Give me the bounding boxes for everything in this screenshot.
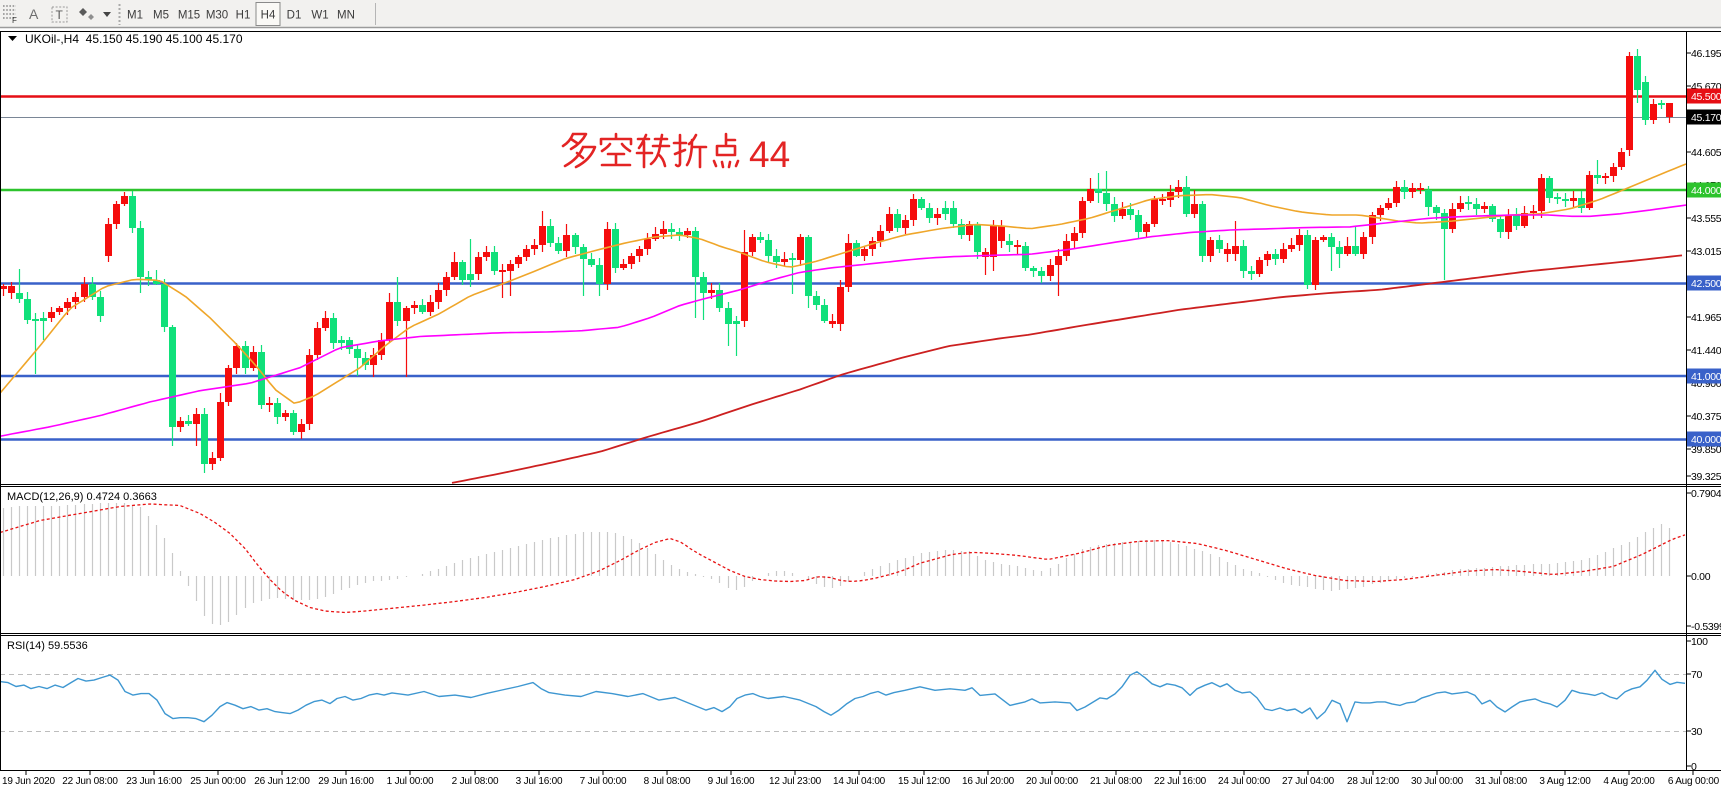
svg-text:3 Aug 12:00: 3 Aug 12:00 <box>1539 776 1591 787</box>
svg-text:D1: D1 <box>287 10 302 22</box>
svg-text:0.7904: 0.7904 <box>1691 488 1721 500</box>
svg-text:40.000: 40.000 <box>1691 434 1721 446</box>
svg-text:7 Jul 00:00: 7 Jul 00:00 <box>580 776 627 787</box>
svg-text:MACD(12,26,9) 0.4724 0.3663: MACD(12,26,9) 0.4724 0.3663 <box>7 491 157 503</box>
svg-text:H4: H4 <box>261 10 276 22</box>
svg-text:H1: H1 <box>236 10 251 22</box>
svg-text:22 Jul 16:00: 22 Jul 16:00 <box>1154 776 1207 787</box>
svg-text:M5: M5 <box>153 10 169 22</box>
svg-text:39.850: 39.850 <box>1691 444 1721 456</box>
svg-text:24 Jul 00:00: 24 Jul 00:00 <box>1218 776 1271 787</box>
svg-text:44.605: 44.605 <box>1691 147 1721 159</box>
svg-text:M15: M15 <box>178 10 200 22</box>
svg-text:W1: W1 <box>311 10 328 22</box>
svg-text:44.000: 44.000 <box>1691 185 1721 197</box>
svg-text:29 Jun 16:00: 29 Jun 16:00 <box>318 776 374 787</box>
svg-text:UKOil-,H4 45.150 45.190 45.10: UKOil-,H4 45.150 45.190 45.100 45.170 <box>25 32 243 46</box>
svg-text:70: 70 <box>1691 669 1703 681</box>
svg-text:21 Jul 08:00: 21 Jul 08:00 <box>1090 776 1143 787</box>
svg-text:100: 100 <box>1691 636 1708 648</box>
svg-text:30: 30 <box>1691 726 1703 738</box>
svg-text:45.170: 45.170 <box>1691 112 1721 124</box>
svg-text:F: F <box>12 16 17 25</box>
svg-text:A: A <box>29 6 39 22</box>
svg-text:3 Jul 16:00: 3 Jul 16:00 <box>516 776 563 787</box>
svg-text:9 Jul 16:00: 9 Jul 16:00 <box>708 776 755 787</box>
svg-text:40.375: 40.375 <box>1691 411 1721 423</box>
svg-text:43.015: 43.015 <box>1691 246 1721 258</box>
svg-text:4 Aug 20:00: 4 Aug 20:00 <box>1603 776 1655 787</box>
svg-text:19 Jun 2020: 19 Jun 2020 <box>2 776 55 787</box>
svg-text:39.325: 39.325 <box>1691 471 1721 483</box>
svg-text:44: 44 <box>749 134 790 175</box>
svg-text:30 Jul 00:00: 30 Jul 00:00 <box>1411 776 1464 787</box>
svg-text:2 Jul 08:00: 2 Jul 08:00 <box>452 776 499 787</box>
svg-text:28 Jul 12:00: 28 Jul 12:00 <box>1347 776 1400 787</box>
svg-text:42.500: 42.500 <box>1691 278 1721 290</box>
svg-text:45.500: 45.500 <box>1691 91 1721 103</box>
svg-text:1 Jul 00:00: 1 Jul 00:00 <box>387 776 434 787</box>
svg-text:27 Jul 04:00: 27 Jul 04:00 <box>1282 776 1335 787</box>
svg-text:6 Aug 00:00: 6 Aug 00:00 <box>1668 776 1720 787</box>
svg-text:-0.5399: -0.5399 <box>1691 621 1721 633</box>
svg-text:15 Jul 12:00: 15 Jul 12:00 <box>898 776 951 787</box>
svg-text:41.000: 41.000 <box>1691 371 1721 383</box>
svg-text:0: 0 <box>1691 761 1697 773</box>
svg-text:22 Jun 08:00: 22 Jun 08:00 <box>62 776 118 787</box>
svg-text:16 Jul 20:00: 16 Jul 20:00 <box>962 776 1015 787</box>
svg-text:25 Jun 00:00: 25 Jun 00:00 <box>190 776 246 787</box>
svg-text:46.195: 46.195 <box>1691 48 1721 60</box>
svg-text:41.440: 41.440 <box>1691 345 1721 357</box>
svg-text:M30: M30 <box>206 10 228 22</box>
svg-text:20 Jul 00:00: 20 Jul 00:00 <box>1026 776 1079 787</box>
svg-text:M1: M1 <box>127 10 143 22</box>
svg-text:26 Jun 12:00: 26 Jun 12:00 <box>254 776 310 787</box>
svg-text:43.555: 43.555 <box>1691 213 1721 225</box>
svg-text:23 Jun 16:00: 23 Jun 16:00 <box>126 776 182 787</box>
svg-text:0.00: 0.00 <box>1691 571 1711 583</box>
svg-text:41.965: 41.965 <box>1691 312 1721 324</box>
svg-text:RSI(14) 59.5536: RSI(14) 59.5536 <box>7 640 88 652</box>
svg-text:MN: MN <box>337 10 355 22</box>
svg-text:T: T <box>56 8 64 22</box>
svg-text:12 Jul 23:00: 12 Jul 23:00 <box>769 776 822 787</box>
svg-text:14 Jul 04:00: 14 Jul 04:00 <box>833 776 886 787</box>
svg-text:31 Jul 08:00: 31 Jul 08:00 <box>1475 776 1528 787</box>
svg-text:8 Jul 08:00: 8 Jul 08:00 <box>644 776 691 787</box>
